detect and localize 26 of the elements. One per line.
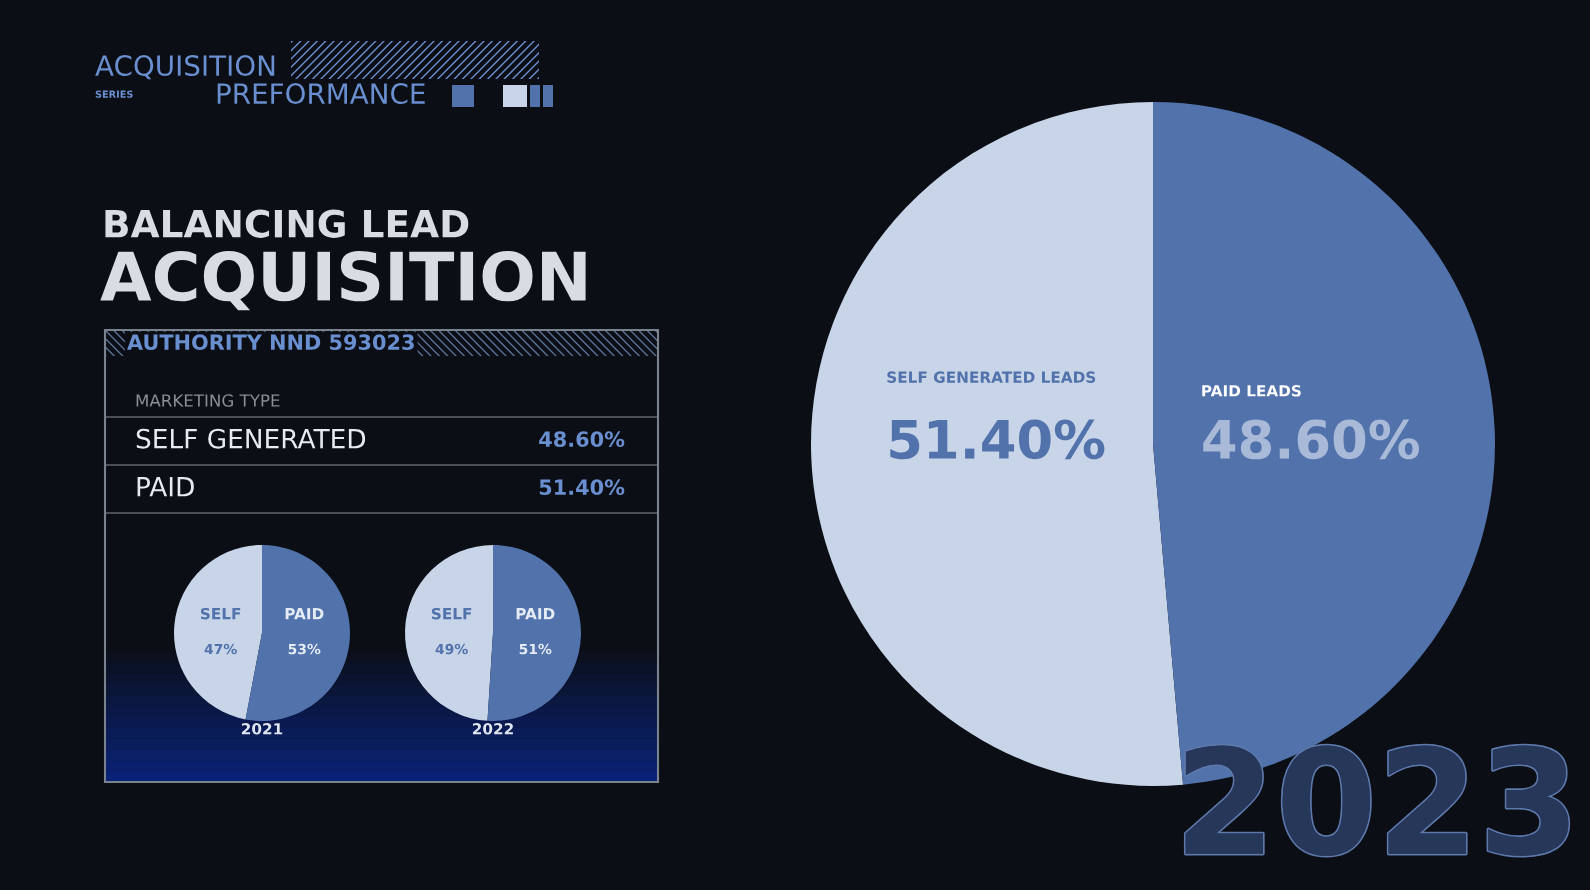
text: SERIES xyxy=(95,90,133,98)
slice-label: PAID xyxy=(516,608,555,620)
slice-label: SELF xyxy=(431,607,472,620)
category-label: PAID xyxy=(137,477,194,497)
data-label: 51% xyxy=(519,643,552,655)
text: PREFORMANCE xyxy=(217,83,425,105)
text: 2023 xyxy=(1185,745,1569,856)
text: ACQUISITION xyxy=(100,250,586,311)
data-label: 49% xyxy=(435,643,468,655)
text: 2022 xyxy=(472,723,513,735)
text: ACQUISITION xyxy=(95,55,275,80)
text: 48.60% xyxy=(539,431,625,448)
text: 51.40% xyxy=(539,479,625,496)
category-label: SELF GENERATED xyxy=(136,428,366,449)
text: 2021 xyxy=(241,723,283,735)
text: BALANCING LEAD xyxy=(105,209,469,238)
slice-label: SELF GENERATED LEADS xyxy=(887,371,1096,383)
slice-label: PAID LEADS xyxy=(1202,385,1301,397)
data-label: 47% xyxy=(204,643,237,655)
text: MARKETING TYPE xyxy=(136,394,280,407)
slice-label: SELF xyxy=(200,607,241,620)
text: AUTHORITY NND 593023 xyxy=(127,334,414,351)
slice-label: PAID xyxy=(285,608,324,620)
data-label: 48.60% xyxy=(1203,419,1420,460)
data-label: 53% xyxy=(288,643,321,655)
data-label: 51.40% xyxy=(890,419,1105,460)
